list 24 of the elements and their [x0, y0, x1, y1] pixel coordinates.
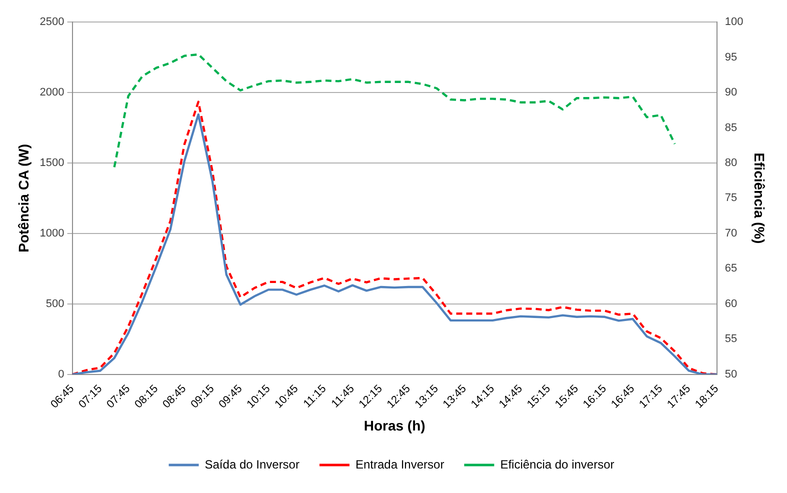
- y2-tick-label: 100: [724, 16, 744, 28]
- x-axis-title: Horas (h): [364, 417, 426, 434]
- y-tick-label: 2000: [40, 86, 64, 99]
- y-tick-label: 0: [58, 368, 64, 380]
- y-axis-title: Potência CA (W): [15, 144, 32, 252]
- y2-tick-label: 60: [724, 298, 738, 310]
- legend-label: Eficiência do inversor: [500, 457, 614, 472]
- y2-tick-label: 90: [724, 86, 738, 99]
- y2-tick-label: 75: [724, 192, 738, 204]
- y-tick-label: 500: [46, 298, 64, 310]
- y-tick-label: 1500: [40, 156, 64, 169]
- y2-tick-label: 50: [724, 368, 738, 380]
- legend-label: Entrada Inversor: [355, 457, 444, 472]
- legend-label: Saída do Inversor: [204, 457, 300, 472]
- y2-tick-label: 80: [724, 156, 738, 169]
- y2-tick-label: 95: [724, 51, 738, 64]
- y2-tick-label: 70: [724, 227, 738, 240]
- y2-tick-label: 55: [724, 333, 738, 346]
- y-tick-label: 2500: [40, 16, 64, 28]
- y2-tick-label: 85: [724, 122, 738, 134]
- y-tick-label: 1000: [40, 227, 64, 240]
- line-series: [113, 53, 676, 168]
- y2-axis-title: Eficiência (%): [752, 152, 768, 244]
- y2-tick-label: 65: [724, 262, 738, 275]
